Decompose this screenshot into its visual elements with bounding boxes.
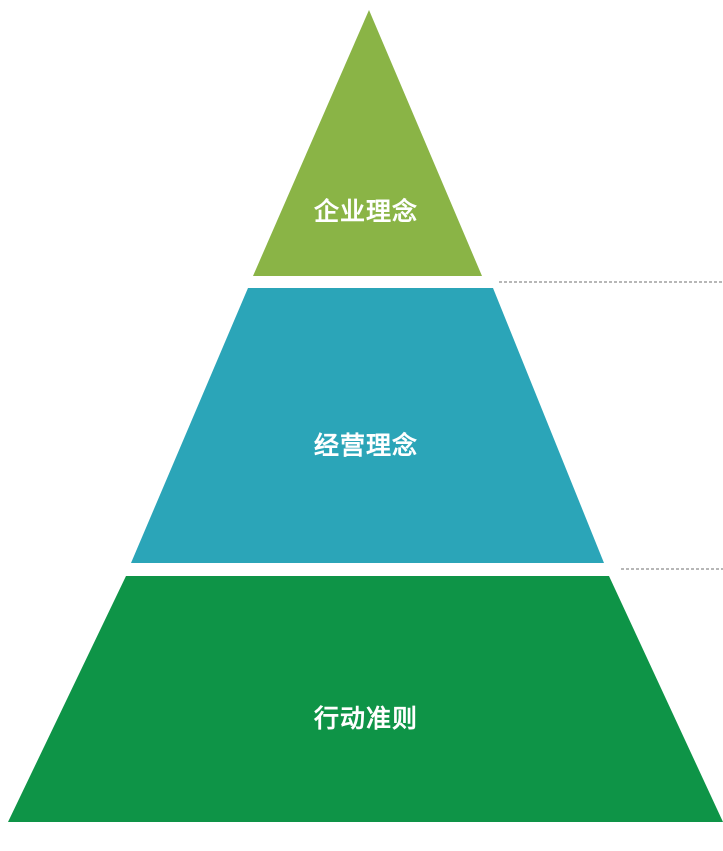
pyramid-level-bottom xyxy=(8,576,723,822)
pyramid-level-top xyxy=(253,10,482,276)
pyramid-level-middle xyxy=(131,288,604,563)
pyramid-level-bottom-label: 行动准则 xyxy=(313,704,418,733)
pyramid-level-middle-label: 经营理念 xyxy=(314,431,418,460)
pyramid-level-top-label: 企业理念 xyxy=(314,197,418,226)
